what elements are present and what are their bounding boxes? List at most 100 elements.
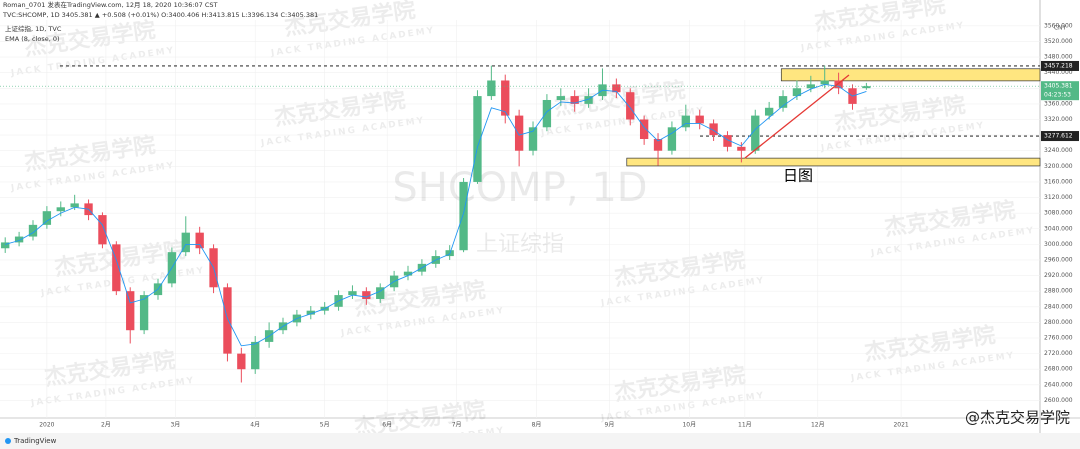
level-label: 3457.218 (1044, 62, 1073, 69)
y-tick-label: 2880.000 (1044, 288, 1073, 295)
x-tick-label: 12月 (811, 422, 825, 429)
watermark-name: 上证综指 (476, 232, 564, 257)
zone (626, 157, 1041, 167)
candle-body (778, 96, 788, 108)
candle-body (626, 92, 635, 120)
footer-bar (0, 433, 1080, 449)
candle-body (362, 291, 371, 299)
candle-body (834, 80, 843, 89)
candle-body (1, 242, 10, 249)
zone (780, 68, 1041, 82)
x-tick-label: 9月 (605, 422, 615, 429)
y-tick-label: 3120.000 (1044, 194, 1073, 201)
x-tick-label: 2021 (893, 422, 908, 429)
y-tick-label: 2680.000 (1044, 366, 1073, 373)
candle-body (514, 115, 524, 151)
x-tick-label: 3月 (170, 422, 180, 429)
candle-body (723, 135, 732, 147)
candle-body (56, 207, 65, 212)
level-box (1041, 131, 1079, 142)
candle-body (667, 127, 677, 151)
y-tick-label: 3000.000 (1044, 241, 1073, 248)
y-tick-label: 3040.000 (1044, 225, 1073, 232)
y-tick-label: 3080.000 (1044, 210, 1073, 217)
candle-body (181, 232, 190, 253)
candle-body (112, 244, 121, 292)
y-tick-label: 2840.000 (1044, 303, 1073, 310)
x-tick-label: 11月 (738, 422, 752, 429)
last-price-box (1041, 81, 1079, 101)
candle-body (751, 115, 760, 151)
candle-body (139, 295, 149, 331)
x-tick-label: 4月 (250, 422, 260, 429)
currency: CNY (1054, 25, 1067, 32)
y-tick-label: 3520.000 (1044, 38, 1073, 45)
candle-body (556, 96, 565, 100)
author-line: Roman_0701 发表在TradingView.com, 12月 18, 2… (3, 0, 218, 9)
y-tick-label: 2920.000 (1044, 272, 1073, 279)
x-tick-label: 7月 (452, 422, 462, 429)
logo-icon (5, 438, 11, 444)
y-tick-label: 3320.000 (1044, 116, 1073, 123)
candle-body (612, 84, 621, 93)
candle-body (459, 181, 468, 251)
y-tick-label: 2960.000 (1044, 256, 1073, 263)
candle-body (223, 287, 232, 354)
y-tick-label: 3200.000 (1044, 163, 1073, 170)
trendline (744, 74, 850, 159)
y-tick-label: 3560.000 (1044, 22, 1073, 29)
candle-body (501, 80, 510, 116)
x-tick-label: 8月 (532, 422, 542, 429)
candle-body (348, 291, 357, 296)
annotation: 日图 (783, 167, 813, 185)
credit: @杰克交易学院 (965, 409, 1070, 427)
legend-symbol: 上证综指, 1D, TVC (5, 24, 62, 33)
y-tick-label: 3160.000 (1044, 178, 1073, 185)
candle-body (403, 271, 413, 276)
candle-body (570, 96, 579, 104)
candle-body (126, 291, 135, 331)
x-tick-label: 10月 (682, 422, 696, 429)
level-box (1041, 60, 1079, 71)
y-tick-label: 2640.000 (1044, 381, 1073, 388)
y-tick-label: 2720.000 (1044, 350, 1073, 357)
candle-body (28, 224, 38, 237)
x-tick-label: 5月 (320, 422, 330, 429)
y-tick-label: 3440.000 (1044, 69, 1073, 76)
candle-body (528, 127, 538, 151)
y-tick-label: 3360.000 (1044, 100, 1073, 107)
countdown: 04:23:53 (1044, 92, 1071, 99)
candle-body (473, 96, 482, 182)
level-label: 3277.612 (1044, 133, 1073, 140)
candle-body (306, 310, 315, 315)
x-tick-label: 2月 (101, 422, 111, 429)
candle-body (98, 215, 107, 245)
y-tick-label: 3480.000 (1044, 54, 1073, 61)
candle-body (737, 146, 746, 151)
candle-body (237, 353, 246, 370)
candle-body (792, 88, 802, 97)
candle-body (764, 107, 774, 116)
candle-body (542, 99, 552, 128)
watermark-symbol: SHCOMP, 1D (392, 165, 647, 211)
candle-body (42, 211, 52, 225)
candle-body (251, 341, 260, 370)
candle-body (584, 96, 593, 104)
candle-body (14, 236, 24, 243)
candle-body (820, 80, 829, 85)
candle-body (653, 139, 663, 151)
y-tick-label: 2600.000 (1044, 397, 1073, 404)
x-tick-label: 2020 (39, 422, 54, 429)
candle-body (709, 123, 718, 136)
candle-body (639, 119, 649, 140)
candle-body (376, 287, 385, 299)
candle-body (862, 86, 871, 89)
y-tick-label: 2760.000 (1044, 335, 1073, 342)
last-price-label: 3405.381 (1044, 83, 1073, 90)
candle-body (70, 203, 79, 208)
legend-indicator: EMA (8, close, 0) (5, 35, 60, 43)
candle-body (487, 80, 496, 97)
x-tick-label: 6月 (382, 422, 392, 429)
candle-body (695, 115, 704, 124)
